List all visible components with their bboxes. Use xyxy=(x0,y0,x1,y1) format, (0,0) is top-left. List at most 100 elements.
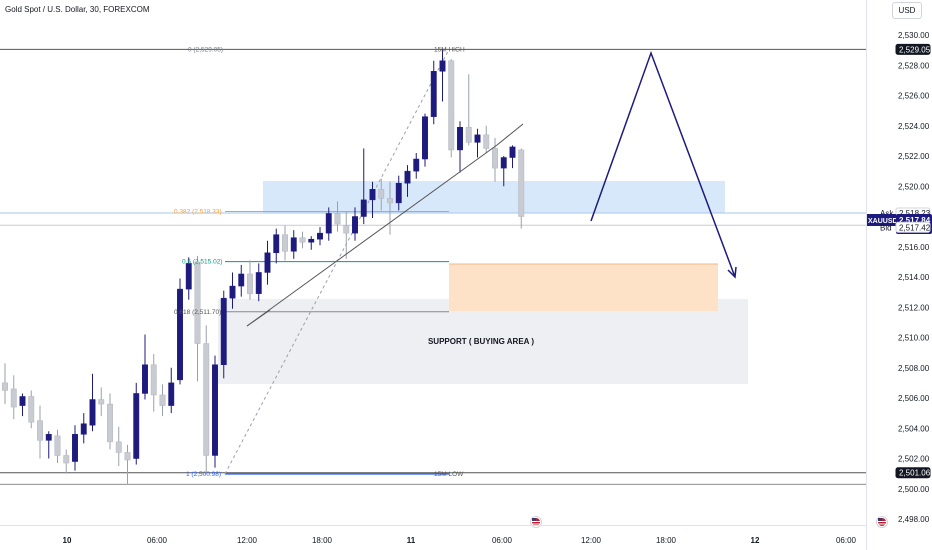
time-axis-divider xyxy=(0,525,866,526)
candle xyxy=(19,393,26,417)
candle-body xyxy=(10,388,17,408)
projection-path xyxy=(590,50,736,278)
candle xyxy=(107,393,113,450)
candle xyxy=(124,444,131,485)
time-tick-label: 18:00 xyxy=(656,536,677,545)
time-tick-label: 06:00 xyxy=(836,536,857,545)
candle-body xyxy=(509,146,516,158)
last-price-text: 2,517.84 xyxy=(899,216,931,225)
candle xyxy=(290,230,297,259)
low-price-tag: 2,501.06 xyxy=(895,467,931,479)
high-price-tag-text: 2,529.05 xyxy=(899,45,931,54)
candle-body xyxy=(238,273,245,287)
fib-5-label: 0.5 (2,515.02) xyxy=(182,259,222,266)
price-tick-label: 2,506.00 xyxy=(898,394,930,403)
candle xyxy=(360,148,367,225)
flag-canton xyxy=(532,518,536,521)
candle-body xyxy=(80,423,87,435)
candle xyxy=(212,355,218,468)
candle-body xyxy=(54,435,61,456)
candle xyxy=(37,405,43,459)
flag-stripe xyxy=(878,521,886,522)
candle xyxy=(168,367,175,414)
candle-body xyxy=(159,394,166,406)
price-tick-label: 2,510.00 xyxy=(898,334,930,343)
symbol-tag-text: XAUUSD xyxy=(868,218,898,225)
price-tick-label: 2,502.00 xyxy=(898,455,930,464)
symbol-title: Gold Spot / U.S. Dollar, 30, FOREXCOM xyxy=(5,5,150,14)
support-label: SUPPORT ( BUYING AREA ) xyxy=(428,337,534,346)
candle xyxy=(439,49,446,102)
candle xyxy=(352,207,358,241)
candle xyxy=(273,228,280,264)
candle-body xyxy=(387,198,393,204)
candle xyxy=(89,373,96,432)
candle-body xyxy=(273,234,280,254)
candle xyxy=(317,227,323,246)
fib-trendline xyxy=(224,49,450,475)
candle-body xyxy=(395,182,402,204)
candle-body xyxy=(430,71,437,117)
candle-body xyxy=(422,116,428,160)
wedge-base xyxy=(246,309,271,327)
candle-body xyxy=(212,364,218,456)
candle xyxy=(483,125,490,153)
candle-body xyxy=(37,420,43,441)
candle-body xyxy=(474,134,481,143)
flag-stripe xyxy=(532,521,540,522)
candle xyxy=(509,145,516,169)
candle xyxy=(369,181,376,219)
candle-body xyxy=(343,225,350,234)
fib-618-label: 0.618 (2,511.70) xyxy=(174,309,221,316)
candle xyxy=(299,231,306,249)
high-price-tag-box xyxy=(895,43,931,55)
candle xyxy=(255,263,262,302)
candle-body xyxy=(457,127,463,151)
candle xyxy=(387,181,393,235)
candle-body xyxy=(2,382,8,391)
time-tick-label: 12:00 xyxy=(237,536,258,545)
candle-body xyxy=(89,399,96,426)
high-label: 15M HIGH xyxy=(434,46,465,53)
candle-body xyxy=(177,288,183,381)
candle xyxy=(465,74,472,146)
candle-body xyxy=(45,434,52,441)
price-tick-label: 2,516.00 xyxy=(898,243,930,252)
candle xyxy=(142,334,148,400)
candle-body xyxy=(142,364,148,394)
candle-body xyxy=(483,134,490,149)
currency-button[interactable]: USD xyxy=(892,2,922,19)
candle-body xyxy=(19,396,26,406)
price-tick-label: 2,522.00 xyxy=(898,152,930,161)
symbol-tag-box xyxy=(866,214,896,226)
candle-body xyxy=(518,149,525,217)
projection-arrowhead xyxy=(727,266,737,279)
price-tick-label: 2,520.00 xyxy=(898,182,930,191)
candle xyxy=(150,354,157,412)
candle xyxy=(457,121,463,173)
candle xyxy=(185,257,192,300)
candle xyxy=(325,207,332,241)
candle xyxy=(194,255,201,382)
price-tick-label: 2,512.00 xyxy=(898,303,930,312)
candle xyxy=(395,175,402,211)
flag-stripe xyxy=(532,523,540,525)
buy-target-zone xyxy=(449,264,718,311)
time-tick-label: 18:00 xyxy=(312,536,333,545)
candle xyxy=(80,413,87,444)
bid-price-tag: 2,517.42 xyxy=(895,221,931,233)
flag-canton xyxy=(878,518,882,521)
price-tick-label: 2,498.00 xyxy=(898,515,930,524)
price-tick-label: 2,530.00 xyxy=(898,31,930,40)
ask-label: Ask xyxy=(880,209,894,218)
candle-body xyxy=(352,216,358,234)
resistance-zone xyxy=(263,181,725,213)
candle xyxy=(54,429,61,464)
candle xyxy=(177,278,183,385)
time-tick-label: 06:00 xyxy=(492,536,513,545)
candle xyxy=(343,211,350,259)
candle xyxy=(72,425,78,471)
price-tick-label: 2,528.00 xyxy=(898,61,930,70)
candle xyxy=(45,431,52,459)
